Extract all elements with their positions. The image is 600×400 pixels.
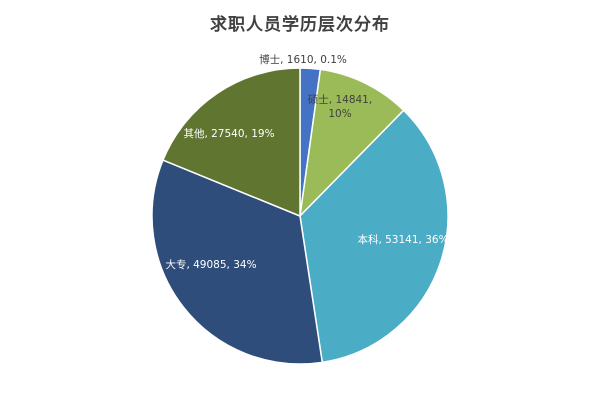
pie-slice-2 (299, 109, 449, 364)
slice-label-2: 本科, 53141, 36% (357, 233, 448, 246)
chart-title: 求职人员学历层次分布 (210, 15, 390, 35)
pie-slice-1 (298, 68, 405, 219)
slice-label-3: 大专, 49085, 34% (165, 258, 256, 271)
pie-slice-3 (151, 159, 324, 365)
slice-label-1: 硕士, 14841, 10% (308, 93, 372, 120)
pie-slice-4 (161, 67, 301, 218)
slice-label-4: 其他, 27540, 19% (183, 127, 274, 140)
slice-label-0: 博士, 1610, 0.1% (259, 53, 347, 66)
